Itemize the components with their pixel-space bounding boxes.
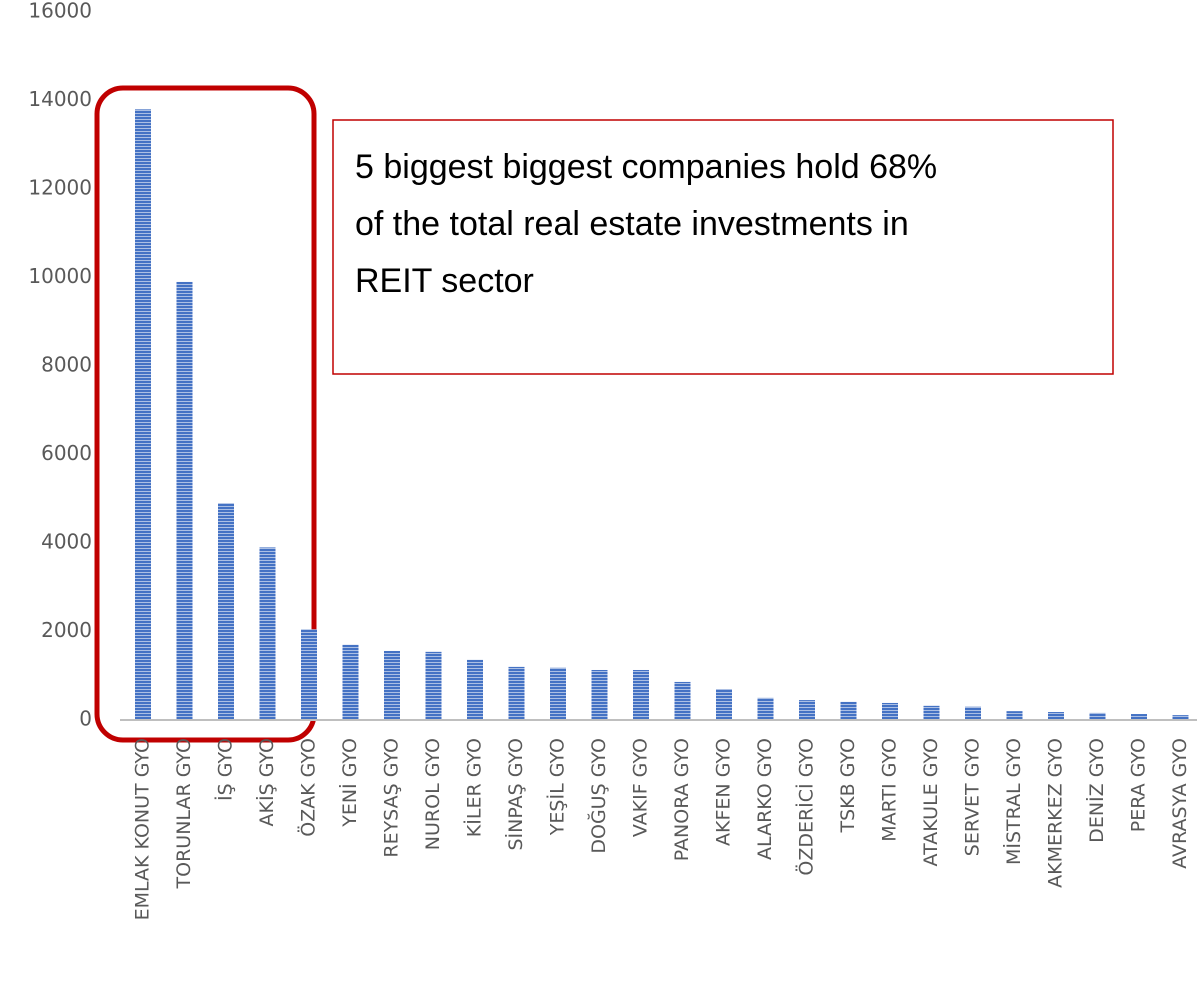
y-tick-label: 4000 [41, 530, 92, 554]
bar [674, 681, 691, 720]
annotation-text: 5 biggest biggest companies hold 68% [355, 148, 937, 186]
annotation-text: of the total real estate investments in [355, 205, 909, 243]
bar [176, 281, 193, 720]
bar [1172, 715, 1189, 720]
y-tick-label: 12000 [28, 176, 92, 200]
x-tick-label: DENİZ GYO [1085, 738, 1108, 843]
x-tick-label: AKİŞ GYO [255, 738, 278, 826]
bar [799, 700, 815, 720]
y-tick-label: 2000 [41, 618, 92, 642]
y-tick-label: 14000 [28, 87, 92, 111]
bar [757, 697, 774, 720]
bar [550, 667, 566, 720]
bar [218, 503, 234, 720]
x-tick-label: PERA GYO [1128, 738, 1150, 832]
x-tick-label: SİNPAŞ GYO [504, 738, 527, 851]
x-tick-label: TSKB GYO [837, 738, 859, 834]
bar [716, 689, 732, 720]
x-tick-label: NUROL GYO [422, 738, 444, 850]
x-tick-label: ÖZDERİCİ GYO [795, 738, 818, 876]
bar [467, 659, 483, 720]
y-tick-label: 0 [79, 707, 92, 731]
annotation-box [332, 119, 1114, 375]
bar [1048, 712, 1064, 720]
x-tick-label: AKMERKEZ GYO [1045, 738, 1067, 888]
bar [840, 701, 857, 720]
x-tick-label: ATAKULE GYO [920, 738, 942, 866]
bar [342, 644, 359, 720]
bar [508, 666, 525, 720]
x-tick-label: KİLER GYO [463, 738, 486, 837]
bar [923, 705, 940, 720]
bar [591, 669, 608, 720]
x-tick-label: YENİ GYO [338, 738, 361, 828]
x-tick-label: AVRASYA GYO [1169, 738, 1191, 869]
bar [633, 669, 649, 720]
bar [135, 109, 151, 721]
x-tick-label: EMLAK KONUT GYO [132, 738, 154, 920]
x-tick-label: AKFEN GYO [713, 738, 735, 846]
bar [1089, 712, 1106, 720]
highlight-box [94, 85, 317, 743]
x-tick-label: PANORA GYO [671, 738, 693, 861]
x-tick-label: YEŞİL GYO [546, 738, 569, 836]
y-tick-label: 10000 [28, 264, 92, 288]
x-tick-label: ALARKO GYO [754, 738, 776, 860]
x-tick-label: ÖZAK GYO [297, 738, 320, 837]
bar [384, 650, 400, 720]
x-tick-label: DOĞUŞ GYO [586, 738, 610, 854]
x-tick-label: TORUNLAR GYO [173, 738, 195, 889]
bar [301, 629, 317, 720]
y-tick-label: 16000 [28, 0, 92, 23]
bar [259, 547, 276, 720]
y-tick-label: 6000 [41, 441, 92, 465]
annotation-text: REIT sector [355, 262, 534, 300]
x-tick-label: SERVET GYO [962, 738, 984, 856]
bar [1131, 714, 1147, 720]
y-tick-label: 8000 [41, 353, 92, 377]
x-tick-label: REYSAŞ GYO [381, 738, 403, 858]
bar [1006, 711, 1023, 720]
bar [425, 651, 442, 720]
bar [882, 702, 898, 720]
x-tick-label: MARTI GYO [879, 738, 901, 842]
x-tick-label: MİSTRAL GYO [1002, 738, 1025, 865]
x-tick-label: İŞ GYO [214, 738, 237, 801]
x-tick-label: VAKIF GYO [630, 738, 652, 837]
bar [965, 706, 981, 720]
